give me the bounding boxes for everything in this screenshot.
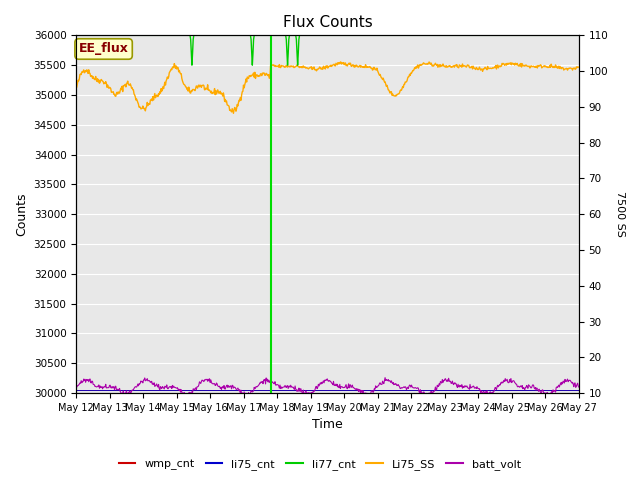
Legend: wmp_cnt, li75_cnt, li77_cnt, Li75_SS, batt_volt: wmp_cnt, li75_cnt, li77_cnt, Li75_SS, ba… [115, 455, 525, 474]
Text: EE_flux: EE_flux [79, 43, 129, 56]
X-axis label: Time: Time [312, 419, 343, 432]
Y-axis label: Counts: Counts [15, 192, 28, 236]
Title: Flux Counts: Flux Counts [283, 15, 372, 30]
Y-axis label: 7500 SS: 7500 SS [615, 192, 625, 237]
